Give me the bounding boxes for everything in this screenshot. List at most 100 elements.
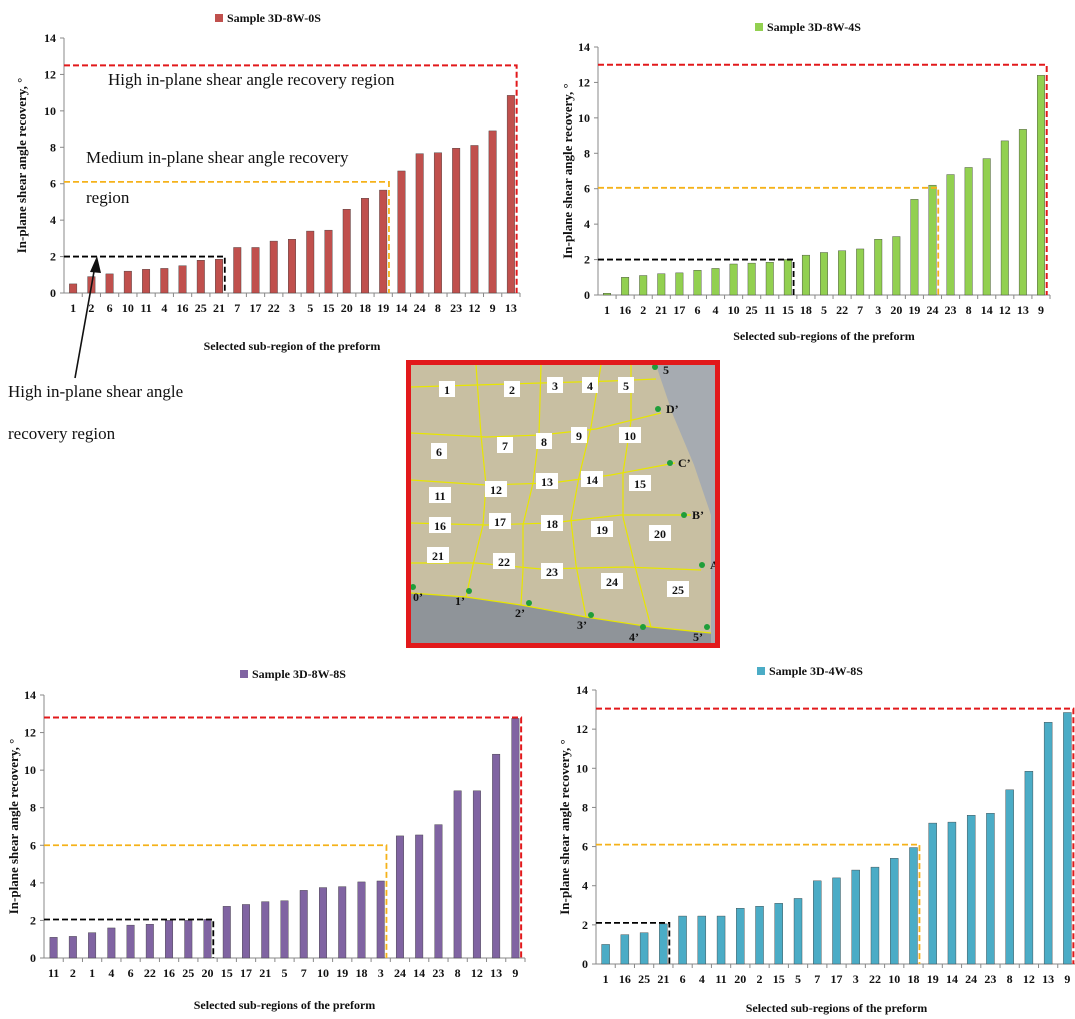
y-tick-label: 2 bbox=[584, 253, 590, 267]
y-tick-label: 2 bbox=[30, 913, 36, 927]
bar-11 bbox=[49, 937, 58, 959]
x-tick-label: 18 bbox=[907, 972, 919, 986]
x-tick-label: 7 bbox=[857, 303, 863, 317]
bar-6 bbox=[678, 915, 687, 965]
cell-label-12: 12 bbox=[490, 483, 502, 497]
edge-label-bottom: 3’ bbox=[577, 618, 587, 632]
bar-7 bbox=[299, 890, 308, 959]
grid-col-4 bbox=[622, 365, 652, 628]
bar-1 bbox=[601, 944, 610, 965]
bar-4 bbox=[107, 927, 116, 959]
legend-title: Sample 3D-8W-8S bbox=[252, 667, 346, 681]
bar-10 bbox=[319, 887, 327, 959]
bar-13 bbox=[492, 753, 501, 959]
threshold-line-3 bbox=[596, 707, 1075, 964]
threshold-line-2 bbox=[44, 844, 388, 958]
x-tick-label: 4 bbox=[713, 303, 719, 317]
y-tick-label: 2 bbox=[582, 918, 588, 932]
x-tick-label: 5 bbox=[795, 972, 801, 986]
grid-col-3 bbox=[570, 365, 602, 618]
x-tick-label: 14 bbox=[395, 301, 407, 315]
x-tick-label: 5 bbox=[282, 966, 288, 980]
bar-17 bbox=[251, 247, 260, 294]
bar-19 bbox=[928, 822, 937, 965]
legend-swatch bbox=[240, 670, 248, 678]
grid-row-6 bbox=[411, 592, 712, 634]
x-tick-label: 22 bbox=[836, 303, 848, 317]
bar-4 bbox=[711, 268, 720, 296]
bar-3 bbox=[376, 880, 385, 959]
bar-9 bbox=[511, 718, 520, 959]
x-tick-label: 16 bbox=[177, 301, 189, 315]
bar-19 bbox=[379, 189, 388, 294]
threshold-line-3 bbox=[64, 64, 518, 293]
y-tick-label: 0 bbox=[584, 288, 590, 302]
bar-10 bbox=[123, 270, 132, 294]
x-tick-label: 14 bbox=[946, 972, 958, 986]
x-tick-label: 7 bbox=[234, 301, 240, 315]
cell-label-7: 7 bbox=[502, 439, 508, 453]
x-tick-label: 22 bbox=[869, 972, 881, 986]
bar-5 bbox=[280, 900, 289, 959]
bar-18 bbox=[909, 847, 918, 965]
bar-8 bbox=[433, 152, 442, 294]
x-tick-label: 10 bbox=[888, 972, 900, 986]
y-tick-label: 8 bbox=[582, 800, 588, 814]
cell-label-15: 15 bbox=[634, 477, 646, 491]
bar-24 bbox=[395, 835, 404, 959]
bar-10 bbox=[890, 858, 899, 965]
x-tick-label: 20 bbox=[734, 972, 746, 986]
x-tick-label: 12 bbox=[468, 301, 480, 315]
bar-11 bbox=[765, 262, 774, 296]
x-axis-label: Selected sub-region of the preform bbox=[204, 339, 381, 353]
annotation-medium-region-line1: Medium in-plane shear angle recovery bbox=[86, 148, 349, 167]
x-tick-label: 13 bbox=[490, 966, 502, 980]
x-tick-label: 14 bbox=[413, 966, 425, 980]
x-tick-label: 19 bbox=[377, 301, 389, 315]
legend-swatch bbox=[215, 14, 223, 22]
x-tick-label: 20 bbox=[341, 301, 353, 315]
x-tick-label: 12 bbox=[471, 966, 483, 980]
cell-label-bg bbox=[485, 481, 507, 497]
x-tick-label: 10 bbox=[728, 303, 740, 317]
y-tick-label: 6 bbox=[584, 182, 590, 196]
x-tick-label: 3 bbox=[289, 301, 295, 315]
x-axis-label: Selected sub-regions of the preform bbox=[746, 1001, 928, 1015]
y-tick-label: 4 bbox=[50, 213, 56, 227]
x-tick-label: 4 bbox=[699, 972, 705, 986]
edge-point-right bbox=[655, 406, 661, 412]
cell-label-9: 9 bbox=[576, 429, 582, 443]
legend-title: Sample 3D-8W-0S bbox=[227, 11, 321, 25]
edge-point-bottom bbox=[640, 624, 646, 630]
bar-14 bbox=[947, 821, 957, 965]
threshold-line-2 bbox=[64, 180, 390, 293]
bar-9 bbox=[1063, 712, 1072, 965]
bar-11 bbox=[716, 915, 726, 965]
bar-5 bbox=[306, 230, 315, 294]
bar-22 bbox=[145, 923, 154, 959]
bar-13 bbox=[506, 95, 515, 294]
bar-21 bbox=[657, 273, 666, 296]
x-tick-label: 16 bbox=[619, 972, 631, 986]
x-tick-label: 20 bbox=[890, 303, 902, 317]
bar-24 bbox=[966, 815, 976, 965]
bar-4 bbox=[697, 915, 707, 965]
y-tick-label: 4 bbox=[582, 879, 588, 893]
bar-17 bbox=[675, 272, 684, 296]
y-axis-label: In-plane shear angle recovery, ° bbox=[6, 739, 21, 915]
x-tick-label: 24 bbox=[926, 303, 938, 317]
cell-label-5: 5 bbox=[623, 379, 629, 393]
y-tick-label: 0 bbox=[50, 286, 56, 300]
bar-20 bbox=[203, 919, 212, 959]
edge-label-bottom: 2’ bbox=[515, 606, 525, 620]
edge-label-bottom: 5’ bbox=[693, 630, 703, 643]
x-tick-label: 6 bbox=[694, 303, 700, 317]
cell-label-bg bbox=[431, 443, 447, 459]
x-tick-label: 6 bbox=[128, 966, 134, 980]
bar-7 bbox=[813, 880, 822, 965]
annotation-medium-region-line2: region bbox=[86, 188, 130, 207]
y-tick-label: 2 bbox=[50, 250, 56, 264]
y-tick-label: 14 bbox=[578, 40, 590, 54]
x-tick-label: 3 bbox=[853, 972, 859, 986]
